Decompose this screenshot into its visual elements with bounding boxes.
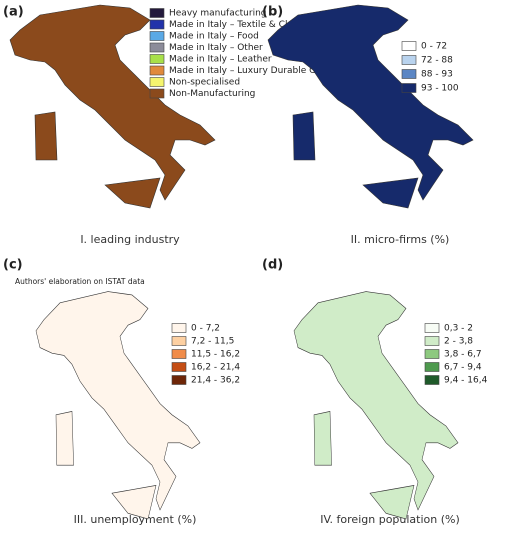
legend-label: Non-Manufacturing	[169, 89, 255, 99]
legend-swatch	[149, 19, 165, 30]
legend-swatch	[424, 362, 440, 372]
legend-label: 0,3 - 2	[444, 324, 473, 334]
legend-swatch	[171, 349, 187, 359]
panel-label: (c)	[3, 258, 23, 273]
legend-swatch	[171, 336, 187, 346]
legend-label: 11,5 - 16,2	[191, 350, 240, 360]
legend-label: Made in Italy – Textile & Clothing	[169, 20, 316, 30]
legend-swatch	[401, 55, 417, 65]
source-note: Authors' elaboration on ISTAT data	[15, 277, 145, 286]
panel-caption: II. micro-firms (%)	[351, 233, 450, 246]
legend-label: 9,4 - 16,4	[444, 376, 488, 386]
panel-label: (a)	[3, 5, 24, 20]
legend-label: 0 - 7,2	[191, 324, 220, 334]
panel-caption: I. leading industry	[80, 233, 180, 246]
italy-map	[35, 291, 201, 520]
legend-label: 21,4 - 36,2	[191, 376, 240, 386]
legend-label: 0 - 72	[421, 42, 447, 52]
panel-label: (d)	[262, 258, 283, 273]
legend-label: Made in Italy – Other	[169, 43, 263, 53]
legend-label: 16,2 - 21,4	[191, 363, 240, 373]
legend-swatch	[149, 8, 165, 18]
legend-label: Made in Italy – Luxury Durable Goods	[169, 66, 338, 76]
legend-swatch	[149, 54, 165, 64]
legend-swatch	[171, 323, 187, 333]
italy-map	[267, 4, 474, 209]
legend-label: Heavy manufacturing	[169, 9, 267, 19]
legend-swatch	[149, 31, 165, 41]
legend-swatch	[401, 41, 417, 51]
legend-label: Made in Italy – Food	[169, 32, 259, 42]
legend-swatch	[149, 42, 165, 53]
legend-swatch	[149, 65, 165, 76]
legend-label: Non-specialised	[169, 78, 240, 88]
panel-caption: IV. foreign population (%)	[320, 513, 460, 526]
legend-label: 93 - 100	[421, 84, 459, 94]
panel-caption: III. unemployment (%)	[74, 513, 197, 526]
legend-swatch	[424, 323, 440, 333]
legend-label: 7,2 - 11,5	[191, 337, 234, 347]
legend-swatch	[149, 77, 165, 87]
legend-label: 88 - 93	[421, 70, 453, 80]
legend-swatch	[401, 83, 417, 93]
legend-swatch	[424, 375, 440, 385]
legend-swatch	[149, 88, 165, 99]
legend-swatch	[171, 362, 187, 372]
legend-swatch	[401, 69, 417, 79]
legend-label: 72 - 88	[421, 56, 453, 66]
map-base	[268, 5, 473, 208]
legend-swatch	[424, 349, 440, 359]
italy-map	[293, 291, 459, 520]
legend-swatch	[424, 336, 440, 346]
legend-label: 3,8 - 6,7	[444, 350, 482, 360]
panel-label: (b)	[262, 5, 283, 20]
legend-label: 6,7 - 9,4	[444, 363, 482, 373]
legend-swatch	[171, 375, 187, 385]
legend-label: 2 - 3,8	[444, 337, 473, 347]
legend-label: Made in Italy – Leather	[169, 55, 272, 65]
